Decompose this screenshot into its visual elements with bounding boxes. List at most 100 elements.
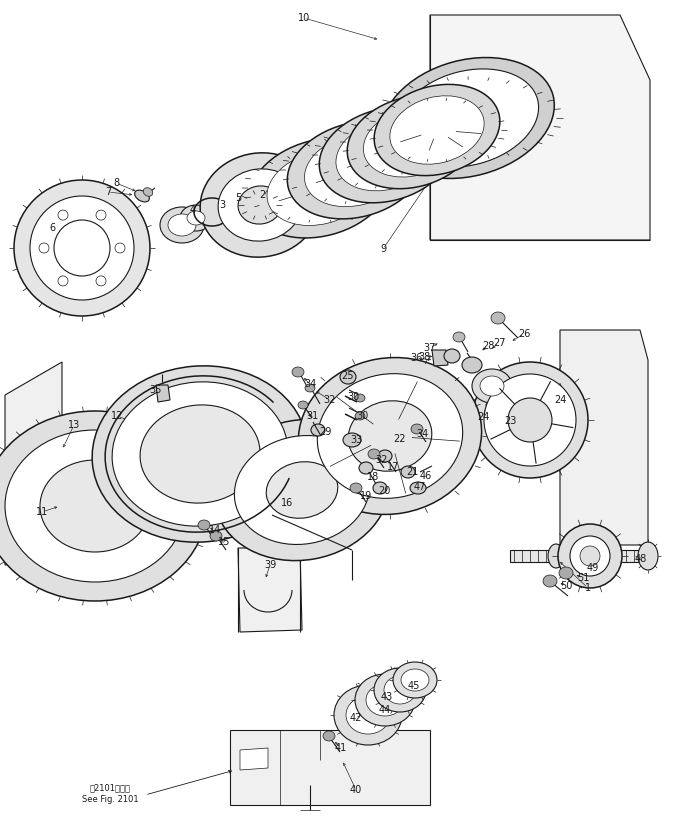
Text: 8: 8: [113, 178, 119, 188]
Polygon shape: [430, 15, 650, 240]
Ellipse shape: [350, 483, 362, 493]
Ellipse shape: [234, 435, 370, 544]
Ellipse shape: [0, 411, 207, 601]
Text: 32: 32: [376, 455, 388, 465]
Ellipse shape: [198, 520, 210, 530]
Ellipse shape: [343, 433, 361, 447]
Ellipse shape: [305, 384, 315, 392]
Text: 12: 12: [111, 411, 123, 421]
Text: 13: 13: [68, 420, 80, 430]
Polygon shape: [560, 330, 648, 545]
Polygon shape: [156, 385, 170, 402]
Text: 34: 34: [416, 429, 428, 439]
Ellipse shape: [410, 482, 426, 494]
Ellipse shape: [5, 430, 185, 582]
Ellipse shape: [411, 424, 423, 434]
Ellipse shape: [319, 108, 453, 202]
Ellipse shape: [40, 460, 150, 552]
Polygon shape: [240, 748, 268, 770]
Text: 30: 30: [347, 392, 359, 402]
Ellipse shape: [355, 394, 365, 402]
Ellipse shape: [311, 424, 325, 436]
Text: 22: 22: [394, 434, 406, 444]
Ellipse shape: [381, 57, 554, 178]
Ellipse shape: [393, 662, 437, 698]
Ellipse shape: [570, 536, 610, 576]
Ellipse shape: [200, 153, 320, 257]
Ellipse shape: [398, 69, 539, 167]
Ellipse shape: [288, 121, 425, 219]
Text: 第2101図参照: 第2101図参照: [90, 784, 130, 792]
Ellipse shape: [96, 210, 106, 220]
Text: 30: 30: [356, 411, 368, 421]
Text: See Fig. 2101: See Fig. 2101: [82, 795, 138, 805]
Text: 1: 1: [585, 583, 591, 593]
Text: 6: 6: [49, 223, 55, 233]
Ellipse shape: [267, 150, 373, 225]
Ellipse shape: [363, 107, 460, 177]
Text: 43: 43: [381, 692, 393, 702]
Ellipse shape: [30, 196, 134, 300]
Ellipse shape: [374, 668, 426, 712]
Ellipse shape: [347, 95, 477, 189]
Ellipse shape: [14, 180, 150, 316]
Ellipse shape: [472, 369, 512, 403]
Ellipse shape: [355, 412, 365, 420]
Ellipse shape: [374, 84, 500, 176]
Text: 16: 16: [281, 498, 293, 508]
Text: 48: 48: [635, 554, 647, 564]
Text: 51: 51: [577, 573, 589, 583]
Ellipse shape: [210, 531, 222, 541]
Text: 37: 37: [424, 343, 436, 353]
Ellipse shape: [218, 169, 302, 241]
Ellipse shape: [317, 374, 462, 498]
Text: 29: 29: [319, 427, 331, 437]
Text: 42: 42: [350, 713, 362, 723]
Ellipse shape: [543, 575, 557, 587]
Polygon shape: [432, 350, 448, 366]
Text: 18: 18: [367, 472, 379, 482]
Ellipse shape: [160, 207, 204, 243]
Polygon shape: [238, 548, 302, 632]
Ellipse shape: [39, 243, 49, 253]
Text: 2: 2: [259, 190, 265, 200]
Ellipse shape: [491, 312, 505, 324]
Ellipse shape: [453, 332, 465, 342]
Text: 46: 46: [420, 471, 432, 481]
Text: 27: 27: [493, 338, 506, 348]
Text: 39: 39: [264, 560, 276, 570]
Text: 50: 50: [560, 581, 572, 591]
Ellipse shape: [462, 357, 482, 373]
Ellipse shape: [298, 401, 308, 409]
Text: 38: 38: [418, 352, 430, 362]
Ellipse shape: [472, 362, 588, 478]
Polygon shape: [5, 362, 62, 565]
Ellipse shape: [115, 243, 125, 253]
Text: 28: 28: [482, 341, 494, 351]
Ellipse shape: [58, 276, 68, 286]
Ellipse shape: [359, 462, 373, 474]
Text: 25: 25: [342, 371, 354, 381]
Text: 45: 45: [408, 681, 420, 691]
Text: 34: 34: [304, 379, 316, 389]
Ellipse shape: [384, 676, 416, 704]
Ellipse shape: [134, 190, 149, 202]
Text: 10: 10: [298, 13, 310, 23]
Text: 19: 19: [360, 491, 372, 501]
Ellipse shape: [54, 220, 110, 276]
Ellipse shape: [249, 138, 391, 238]
Text: 9: 9: [380, 244, 386, 254]
Text: 5: 5: [235, 193, 241, 203]
Ellipse shape: [187, 211, 205, 225]
Ellipse shape: [140, 405, 260, 503]
Ellipse shape: [378, 450, 392, 462]
Ellipse shape: [366, 684, 404, 716]
Ellipse shape: [401, 466, 415, 478]
Ellipse shape: [368, 449, 380, 459]
Text: 3: 3: [219, 200, 225, 210]
Polygon shape: [230, 730, 430, 805]
Ellipse shape: [638, 542, 658, 570]
Ellipse shape: [266, 462, 338, 518]
Text: 4: 4: [190, 205, 196, 215]
Text: 35: 35: [148, 385, 161, 395]
